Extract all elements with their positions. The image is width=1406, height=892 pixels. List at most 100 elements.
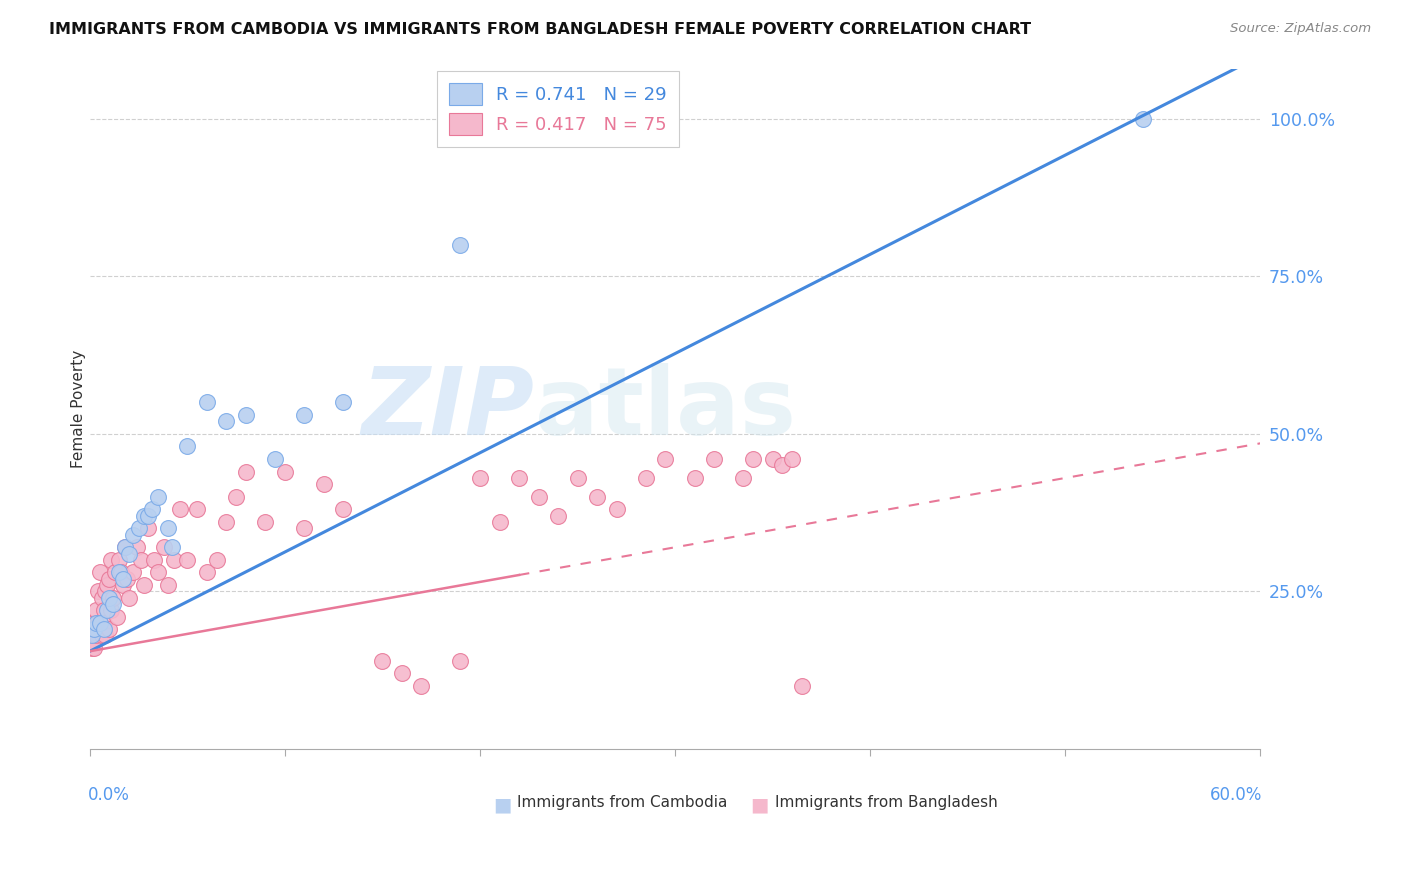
Point [654,452,676,467]
Point [138,521,160,535]
Point [111,572,134,586]
Point [294,521,316,535]
Point [742,452,765,467]
Point [96,578,118,592]
Point [780,452,803,467]
Point [274,465,297,479]
Point [332,502,354,516]
Point [121,566,143,580]
Point [89,615,111,630]
Point [84,628,107,642]
Point [143,553,166,567]
Text: Source: ZipAtlas.com: Source: ZipAtlas.com [1230,22,1371,36]
Text: Immigrants from Cambodia: Immigrants from Cambodia [517,795,727,810]
Point [83,622,105,636]
Point [371,654,394,668]
Point [80,641,103,656]
Point [153,541,176,555]
Point [1132,112,1154,126]
Point [80,628,103,642]
Point [110,566,132,580]
Point [98,591,121,605]
Point [93,603,115,617]
Point [567,471,589,485]
Point [114,541,136,555]
Point [586,490,609,504]
Point [86,584,108,599]
Point [80,628,103,642]
Point [86,615,108,630]
Point [169,502,191,516]
Point [312,477,335,491]
Point [90,628,112,642]
Y-axis label: Female Poverty: Female Poverty [72,350,86,467]
Point [89,566,111,580]
Point [98,622,121,636]
Point [264,452,287,467]
Point [146,490,169,504]
Point [762,452,785,467]
Point [118,591,141,605]
Point [391,666,413,681]
Text: 0.0%: 0.0% [87,786,129,805]
Point [205,553,228,567]
Point [254,515,277,529]
Point [235,408,257,422]
Point [411,679,433,693]
Point [111,578,134,592]
Point [450,238,472,252]
Point [733,471,755,485]
Point [683,471,706,485]
Point [606,502,628,516]
Text: 60.0%: 60.0% [1211,786,1263,805]
Point [141,502,163,516]
Point [94,584,117,599]
Point [703,452,725,467]
Point [294,408,316,422]
Point [176,553,198,567]
Point [93,622,115,636]
Point [103,591,125,605]
Point [114,541,136,555]
Point [634,471,657,485]
Point [195,566,218,580]
Point [134,508,156,523]
Point [104,566,127,580]
Text: IMMIGRANTS FROM CAMBODIA VS IMMIGRANTS FROM BANGLADESH FEMALE POVERTY CORRELATIO: IMMIGRANTS FROM CAMBODIA VS IMMIGRANTS F… [49,22,1032,37]
Point [176,440,198,454]
Point [508,471,530,485]
Point [83,641,105,656]
Point [100,603,122,617]
Point [118,547,141,561]
Point [128,521,150,535]
Point [98,572,121,586]
Point [125,541,148,555]
Point [146,566,169,580]
Text: Immigrants from Bangladesh: Immigrants from Bangladesh [775,795,997,810]
Point [450,654,472,668]
Text: ■: ■ [751,795,769,814]
Point [121,527,143,541]
Point [84,603,107,617]
Text: ■: ■ [494,795,512,814]
Point [225,490,247,504]
Point [156,578,179,592]
Point [468,471,491,485]
Point [163,553,186,567]
Point [332,395,354,409]
Point [215,515,238,529]
Point [108,566,131,580]
Point [96,603,118,617]
Point [134,578,156,592]
Point [790,679,813,693]
Point [93,615,115,630]
Point [527,490,550,504]
Point [89,615,111,630]
Point [115,572,138,586]
Point [488,515,510,529]
Point [108,553,131,567]
Point [235,465,257,479]
Text: ZIP: ZIP [361,363,534,455]
Point [84,615,107,630]
Point [160,541,183,555]
